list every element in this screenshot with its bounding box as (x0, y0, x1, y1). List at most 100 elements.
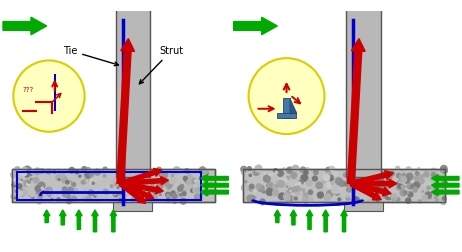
Circle shape (412, 178, 416, 182)
Circle shape (183, 176, 187, 180)
Circle shape (312, 176, 317, 181)
Circle shape (135, 168, 138, 170)
Polygon shape (119, 182, 146, 203)
Circle shape (185, 179, 188, 183)
Circle shape (31, 195, 34, 198)
Circle shape (424, 172, 429, 177)
Circle shape (359, 177, 365, 183)
Circle shape (72, 182, 76, 186)
Circle shape (195, 187, 200, 192)
Circle shape (121, 180, 127, 186)
Circle shape (103, 189, 109, 195)
Circle shape (351, 166, 356, 171)
Circle shape (285, 196, 291, 201)
Circle shape (299, 180, 303, 184)
Circle shape (361, 176, 368, 182)
Circle shape (354, 176, 361, 183)
Circle shape (300, 167, 305, 173)
Circle shape (103, 174, 106, 177)
Circle shape (190, 189, 194, 192)
Circle shape (351, 182, 356, 187)
Circle shape (40, 169, 44, 173)
Circle shape (413, 182, 420, 188)
Circle shape (177, 189, 180, 191)
Circle shape (198, 181, 202, 185)
Circle shape (17, 191, 22, 196)
Circle shape (379, 168, 382, 170)
Circle shape (179, 194, 182, 196)
Polygon shape (350, 182, 382, 200)
Circle shape (29, 172, 32, 176)
Polygon shape (201, 188, 228, 196)
Circle shape (306, 180, 312, 186)
Circle shape (432, 173, 436, 177)
Circle shape (42, 187, 43, 189)
Circle shape (34, 168, 41, 174)
Circle shape (24, 166, 30, 172)
Circle shape (327, 190, 333, 197)
Circle shape (57, 198, 60, 201)
Circle shape (14, 167, 20, 173)
Circle shape (402, 173, 405, 176)
Circle shape (149, 186, 155, 192)
Circle shape (399, 175, 401, 177)
Circle shape (367, 176, 372, 182)
Circle shape (202, 180, 207, 185)
Circle shape (292, 197, 295, 200)
Polygon shape (76, 210, 82, 230)
Circle shape (396, 198, 400, 201)
Circle shape (90, 173, 93, 177)
Circle shape (334, 187, 340, 193)
Circle shape (335, 178, 342, 184)
Circle shape (19, 170, 23, 174)
Circle shape (115, 183, 117, 185)
Circle shape (293, 187, 298, 192)
Circle shape (303, 197, 309, 203)
Circle shape (48, 193, 51, 197)
Circle shape (425, 192, 432, 199)
Circle shape (250, 197, 252, 199)
Circle shape (94, 195, 96, 197)
Circle shape (386, 177, 389, 180)
Circle shape (286, 191, 290, 194)
Circle shape (193, 179, 196, 182)
Circle shape (399, 179, 404, 184)
Circle shape (35, 186, 41, 192)
Circle shape (140, 193, 141, 195)
Circle shape (145, 196, 146, 197)
Circle shape (326, 173, 329, 176)
Circle shape (389, 176, 392, 180)
Circle shape (113, 181, 115, 183)
Circle shape (346, 195, 349, 198)
Circle shape (141, 198, 143, 200)
Circle shape (54, 171, 56, 173)
Circle shape (141, 192, 147, 197)
Circle shape (273, 184, 278, 189)
Circle shape (401, 178, 403, 181)
Polygon shape (201, 175, 228, 182)
Circle shape (378, 174, 384, 180)
Circle shape (403, 180, 407, 185)
Polygon shape (432, 181, 459, 189)
Circle shape (146, 195, 148, 197)
Circle shape (316, 182, 322, 189)
Circle shape (69, 181, 71, 183)
Circle shape (380, 171, 383, 174)
Circle shape (269, 174, 271, 176)
Circle shape (376, 199, 379, 202)
Circle shape (18, 180, 23, 185)
Circle shape (38, 182, 45, 189)
Circle shape (104, 169, 107, 171)
Circle shape (157, 167, 161, 171)
Circle shape (116, 199, 118, 201)
Circle shape (284, 194, 290, 200)
Circle shape (160, 194, 161, 196)
Circle shape (28, 167, 31, 171)
Circle shape (195, 180, 197, 182)
Circle shape (194, 197, 197, 200)
Circle shape (167, 198, 170, 201)
Circle shape (417, 168, 420, 171)
Polygon shape (110, 210, 116, 232)
Circle shape (30, 191, 35, 197)
Circle shape (174, 170, 177, 174)
